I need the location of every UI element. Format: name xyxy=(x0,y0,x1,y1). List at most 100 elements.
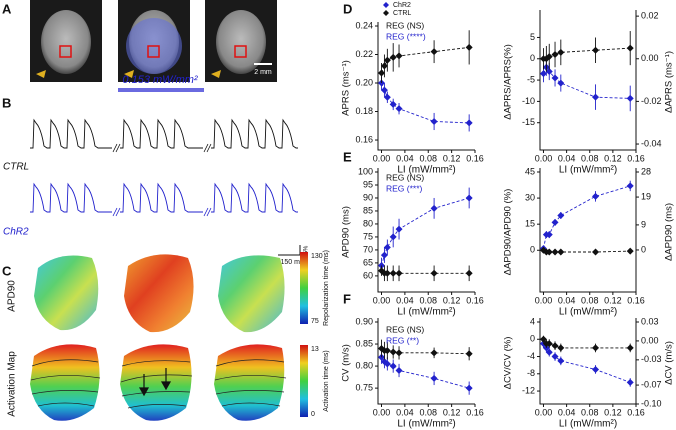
marker xyxy=(395,366,403,374)
y2-tick-label: 9 xyxy=(641,219,646,229)
marker xyxy=(557,211,565,219)
x-tick-label: 0.16 xyxy=(627,153,645,163)
x-tick-label: 0.04 xyxy=(396,295,414,305)
axis xyxy=(539,168,637,293)
x-tick-label: 0.00 xyxy=(373,153,391,163)
marker xyxy=(430,204,438,212)
x-tick-label: 0.00 xyxy=(535,407,553,417)
legend-label: ChR2 xyxy=(393,2,411,9)
x-tick-label: 0.04 xyxy=(558,407,576,417)
marker xyxy=(592,46,600,54)
y-tick-label: 0.24 xyxy=(355,20,373,30)
marker xyxy=(539,70,547,78)
marker xyxy=(395,349,403,357)
y-tick-label: 0.20 xyxy=(355,77,373,87)
x-tick-label: 0.08 xyxy=(419,295,437,305)
y-axis-label: APRS (ms⁻¹) xyxy=(341,60,352,116)
y2-tick-label: 0.03 xyxy=(641,316,659,326)
marker xyxy=(545,340,553,348)
annotation: REG (**) xyxy=(386,335,419,345)
marker xyxy=(389,53,397,61)
panel-label: D xyxy=(343,1,352,16)
marker xyxy=(545,231,553,239)
x-tick-label: 0.12 xyxy=(604,407,622,417)
marker xyxy=(626,94,634,102)
marker xyxy=(383,360,391,368)
x-tick-label: 0.04 xyxy=(396,407,414,417)
colorbar-label: Repolarization time (ms) xyxy=(323,250,330,326)
marker xyxy=(592,248,600,256)
marker xyxy=(389,269,397,277)
x-tick-label: 0.00 xyxy=(535,153,553,163)
panel-b: 0.153 mW/mm² CTRL ChR2 5% 150 ms xyxy=(3,74,310,266)
y-tick-label: -8 xyxy=(527,368,535,378)
marker xyxy=(551,353,559,361)
x-tick-label: 0.00 xyxy=(535,295,553,305)
x-tick-label: 0.00 xyxy=(373,295,391,305)
y-tick-label: 0.85 xyxy=(355,338,373,348)
x-axis-label: LI (mW/mm²) xyxy=(559,307,617,318)
y-tick-label: -12 xyxy=(522,385,535,395)
y-tick-label: 0.16 xyxy=(355,134,373,144)
y2-tick-label: -0.07 xyxy=(641,379,662,389)
panel-label: B xyxy=(2,95,11,110)
x-axis-label: LI (mW/mm²) xyxy=(397,165,455,176)
x-tick-label: 0.12 xyxy=(443,153,461,163)
y2-tick-label: 0.02 xyxy=(641,11,659,21)
panel-label: F xyxy=(343,291,351,306)
y-tick-label: -4 xyxy=(527,351,535,361)
y-tick-label: 0 xyxy=(530,245,535,255)
y2-tick-label: 19 xyxy=(641,191,651,201)
y2-tick-label: -0.04 xyxy=(641,138,662,148)
x-tick-label: 0.08 xyxy=(581,295,599,305)
y2-tick-label: 0.00 xyxy=(641,53,659,63)
y-tick-label: 70 xyxy=(363,244,373,254)
x-tick-label: 0.08 xyxy=(419,153,437,163)
marker xyxy=(380,86,388,94)
colorbar-max: 13 xyxy=(311,346,319,353)
x-tick-label: 0.16 xyxy=(627,407,645,417)
fit-line xyxy=(543,343,631,383)
colorbar-max: 130 xyxy=(311,253,323,260)
marker xyxy=(626,344,634,352)
marker xyxy=(557,48,565,56)
y-tick-label: 0 xyxy=(530,53,535,63)
marker xyxy=(389,348,397,356)
marker xyxy=(592,365,600,373)
marker xyxy=(539,335,547,343)
axis xyxy=(377,22,475,151)
marker xyxy=(557,79,565,87)
marker xyxy=(551,74,559,82)
x-tick-label: 0.04 xyxy=(558,295,576,305)
y-tick-label: 5 xyxy=(530,32,535,42)
scale-bar-label: 2 mm xyxy=(254,69,272,76)
marker xyxy=(551,248,559,256)
x-tick-label: 0.00 xyxy=(373,407,391,417)
marker xyxy=(592,344,600,352)
y-tick-label: 30 xyxy=(525,192,535,202)
y-tick-label: 0.22 xyxy=(355,49,373,59)
marker xyxy=(380,62,388,70)
panel-label: A xyxy=(2,1,12,16)
y-tick-label: 15 xyxy=(525,219,535,229)
fit-line xyxy=(381,357,470,389)
colorbar-min: 0 xyxy=(311,411,315,418)
marker xyxy=(465,119,473,127)
y-axis-label: CV (m/s) xyxy=(341,344,352,381)
marker xyxy=(545,53,553,61)
break-mark xyxy=(112,143,121,153)
marker xyxy=(626,44,634,52)
stimulus-label: 0.153 mW/mm² xyxy=(122,74,198,86)
x-tick-label: 0.08 xyxy=(419,407,437,417)
x-tick-label: 0.08 xyxy=(581,407,599,417)
marker xyxy=(557,248,565,256)
x-tick-label: 0.16 xyxy=(466,295,484,305)
marker xyxy=(389,100,397,108)
x-axis-label: LI (mW/mm²) xyxy=(559,419,617,430)
y2-tick-label: -0.03 xyxy=(641,354,662,364)
marker xyxy=(551,51,559,59)
marker xyxy=(545,348,553,356)
marker xyxy=(626,182,634,190)
colorbar-label: Activation time (ms) xyxy=(323,350,330,411)
fit-line xyxy=(381,197,470,266)
